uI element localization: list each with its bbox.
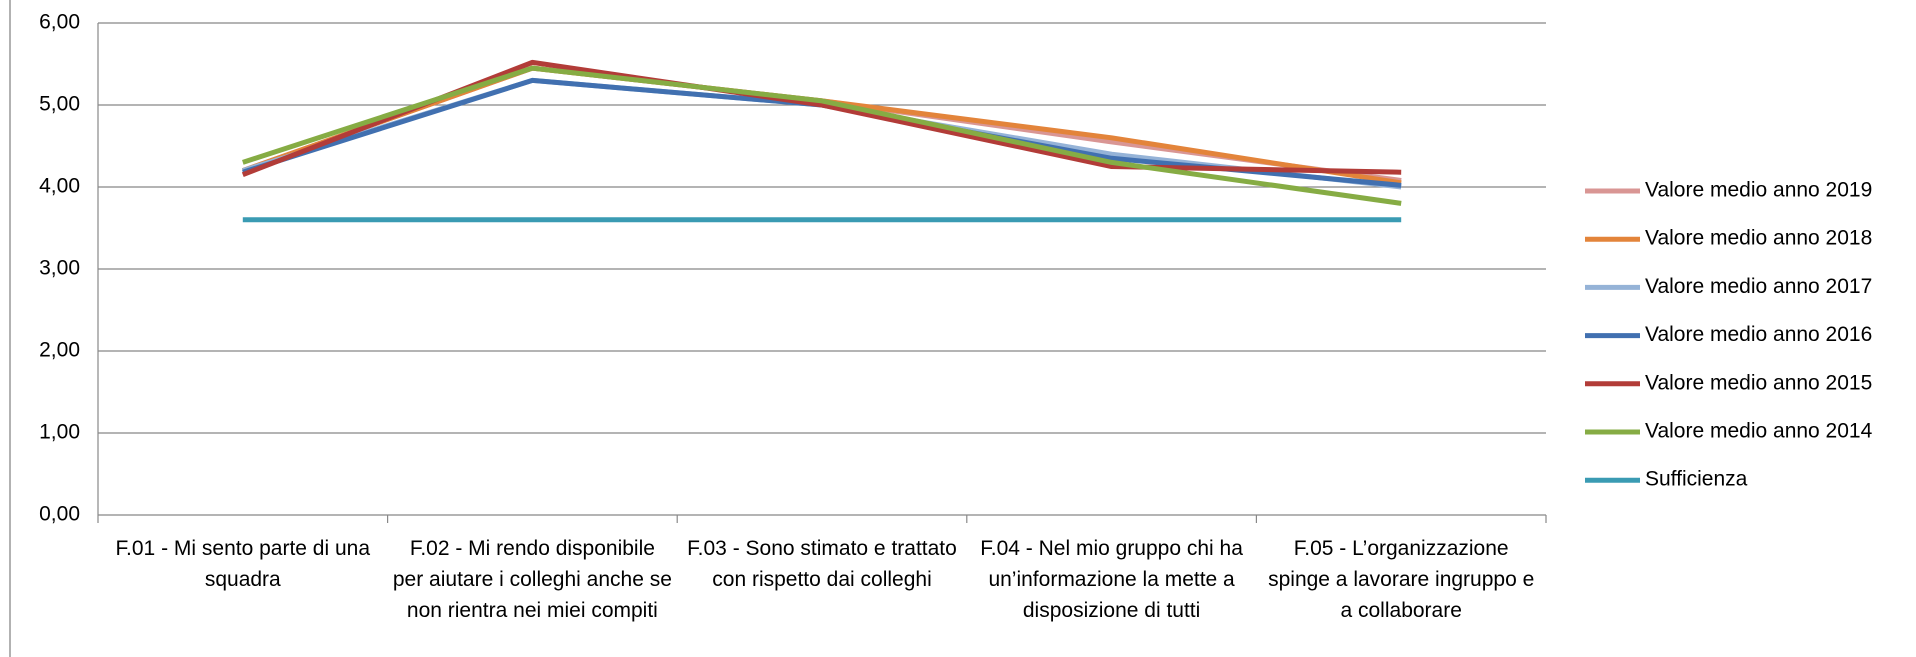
series-line xyxy=(242,65,1402,206)
x-tick-label: F.05 - L’organizzazione spinge a lavorar… xyxy=(1268,537,1535,622)
y-tick-label: 1,00 xyxy=(39,421,80,444)
legend-label: Valore medio anno 2019 xyxy=(1645,179,1872,202)
y-tick-label: 0,00 xyxy=(39,503,80,526)
x-tick-label: F.01 - Mi sento parte di una squadra xyxy=(115,537,371,591)
y-tick-label: 2,00 xyxy=(39,339,80,362)
legend-label: Valore medio anno 2015 xyxy=(1645,371,1872,394)
y-tick-label: 6,00 xyxy=(39,11,80,34)
x-tick-label: F.04 - Nel mio gruppo chi ha un’informaz… xyxy=(980,537,1243,622)
y-tick-label: 4,00 xyxy=(39,175,80,198)
legend-label: Valore medio anno 2016 xyxy=(1645,323,1872,346)
y-tick-label: 3,00 xyxy=(39,257,80,280)
series-line xyxy=(241,65,1402,183)
y-tick-label: 5,00 xyxy=(39,93,80,116)
legend-label: Valore medio anno 2014 xyxy=(1645,420,1873,443)
x-tick-label: F.03 - Sono stimato e trattato con rispe… xyxy=(687,537,957,591)
legend-label: Valore medio anno 2017 xyxy=(1645,275,1872,298)
legend-label: Sufficienza xyxy=(1645,468,1748,491)
x-tick-label: F.02 - Mi rendo disponibile per aiutare … xyxy=(392,537,672,622)
legend-label: Valore medio anno 2018 xyxy=(1645,227,1872,250)
